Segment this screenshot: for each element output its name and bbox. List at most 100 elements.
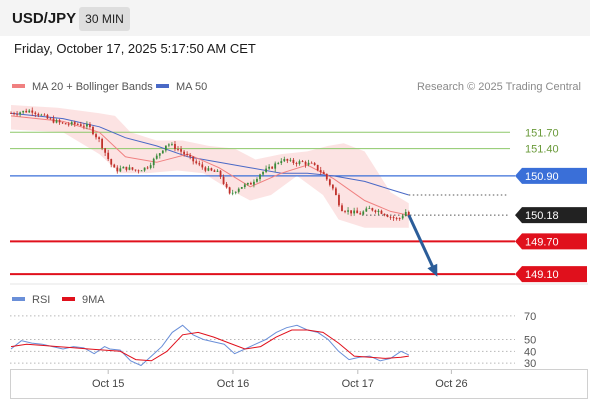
rsi-tick-label: 40 <box>524 346 536 358</box>
candle-body <box>128 167 131 170</box>
candle-body <box>122 166 125 169</box>
candle-body <box>228 187 231 194</box>
candle-body <box>180 149 182 152</box>
candle-body <box>240 187 243 189</box>
level-label: 151.40 <box>525 144 559 156</box>
candle-body <box>58 120 61 123</box>
candle-body <box>356 210 359 214</box>
ma9-legend-label: 9MA <box>82 294 105 306</box>
forecast-arrow-head <box>427 263 438 277</box>
timeframe-button[interactable]: 30 MIN <box>79 7 130 31</box>
candle-body <box>295 162 298 164</box>
candle-body <box>268 166 271 169</box>
candle-body <box>107 152 110 160</box>
candle-body <box>171 144 173 145</box>
candle-body <box>31 110 34 113</box>
candle-body <box>286 159 289 161</box>
candle-body <box>313 163 316 165</box>
rsi-legend-label: RSI <box>32 294 50 306</box>
candle-body <box>325 173 328 180</box>
rsi-tick-label: 50 <box>524 335 536 347</box>
candle-body <box>155 155 158 159</box>
header-bar: USD/JPY 30 MIN <box>0 0 590 36</box>
candle-body <box>161 150 164 154</box>
candle-body <box>198 163 201 165</box>
level-label: 149.10 <box>525 269 559 281</box>
candle-body <box>76 124 79 125</box>
rsi-series-rsi <box>10 324 410 367</box>
candle-body <box>110 159 113 165</box>
candle-body <box>347 210 349 212</box>
candle-body <box>253 181 255 185</box>
candle-body <box>70 122 73 125</box>
candle-body <box>298 161 301 164</box>
candle-body <box>383 213 386 216</box>
price-plot: 151.70 151.40 150.90 150.18 149.70 149.10 <box>10 105 587 283</box>
candle-body <box>389 216 392 218</box>
candle-body <box>222 176 225 184</box>
level-label: 149.70 <box>525 236 559 248</box>
candle-body <box>37 113 40 116</box>
candle-body <box>164 145 167 151</box>
candle-body <box>13 113 15 115</box>
candle-body <box>34 112 37 114</box>
level-label: 150.18 <box>525 210 559 222</box>
candle-body <box>86 124 88 127</box>
candle-body <box>386 215 389 217</box>
candle-body <box>183 151 185 155</box>
candle-body <box>189 155 192 157</box>
ma9-legend-swatch <box>62 297 75 301</box>
candle-body <box>49 118 52 120</box>
candle-body <box>98 137 100 139</box>
candle-body <box>207 168 210 171</box>
candle-body <box>177 149 179 150</box>
candle-body <box>407 211 410 216</box>
candle-body <box>149 165 152 168</box>
candle-body <box>158 153 161 156</box>
candle-body <box>401 216 404 219</box>
candle-body <box>319 170 322 173</box>
time-axis-label: Oct 17 <box>342 378 374 390</box>
time-axis-label: Oct 15 <box>92 378 124 390</box>
candle-body <box>137 170 140 172</box>
candle-body <box>186 154 189 156</box>
candle-body <box>243 184 246 188</box>
candle-body <box>152 158 155 166</box>
candle-body <box>64 123 67 125</box>
candle-body <box>119 168 122 172</box>
candle-body <box>10 113 12 114</box>
ma50-line <box>10 112 409 196</box>
candle-body <box>52 118 55 123</box>
candle-body <box>392 217 395 219</box>
candle-body <box>350 210 353 214</box>
candle-body <box>225 183 228 188</box>
candle-body <box>168 144 170 146</box>
candle-body <box>216 170 219 172</box>
rsi-tick-label: 70 <box>524 311 536 323</box>
level-badge <box>515 233 587 250</box>
candle-body <box>195 161 198 164</box>
candle-body <box>283 159 286 162</box>
ma50-legend-label: MA 50 <box>176 81 207 93</box>
candle-body <box>289 159 292 161</box>
candle-body <box>95 134 97 138</box>
time-axis: Oct 15 Oct 16 Oct 17 Oct 26 <box>92 370 468 390</box>
candle-body <box>89 124 91 127</box>
candle-body <box>371 208 374 211</box>
candle-body <box>368 208 371 209</box>
candle-body <box>82 125 85 127</box>
candle-body <box>210 168 213 171</box>
ma20-line <box>10 115 409 216</box>
candle-body <box>46 114 49 119</box>
candle-body <box>25 110 28 113</box>
time-axis-frame <box>10 369 588 399</box>
ma20-legend-label: MA 20 + Bollinger Bands <box>32 81 153 93</box>
candle-body <box>73 122 76 125</box>
candle-body <box>259 174 261 180</box>
candle-body <box>338 195 340 206</box>
candle-body <box>213 170 216 172</box>
candle-body <box>92 126 94 135</box>
candle-body <box>125 166 128 170</box>
